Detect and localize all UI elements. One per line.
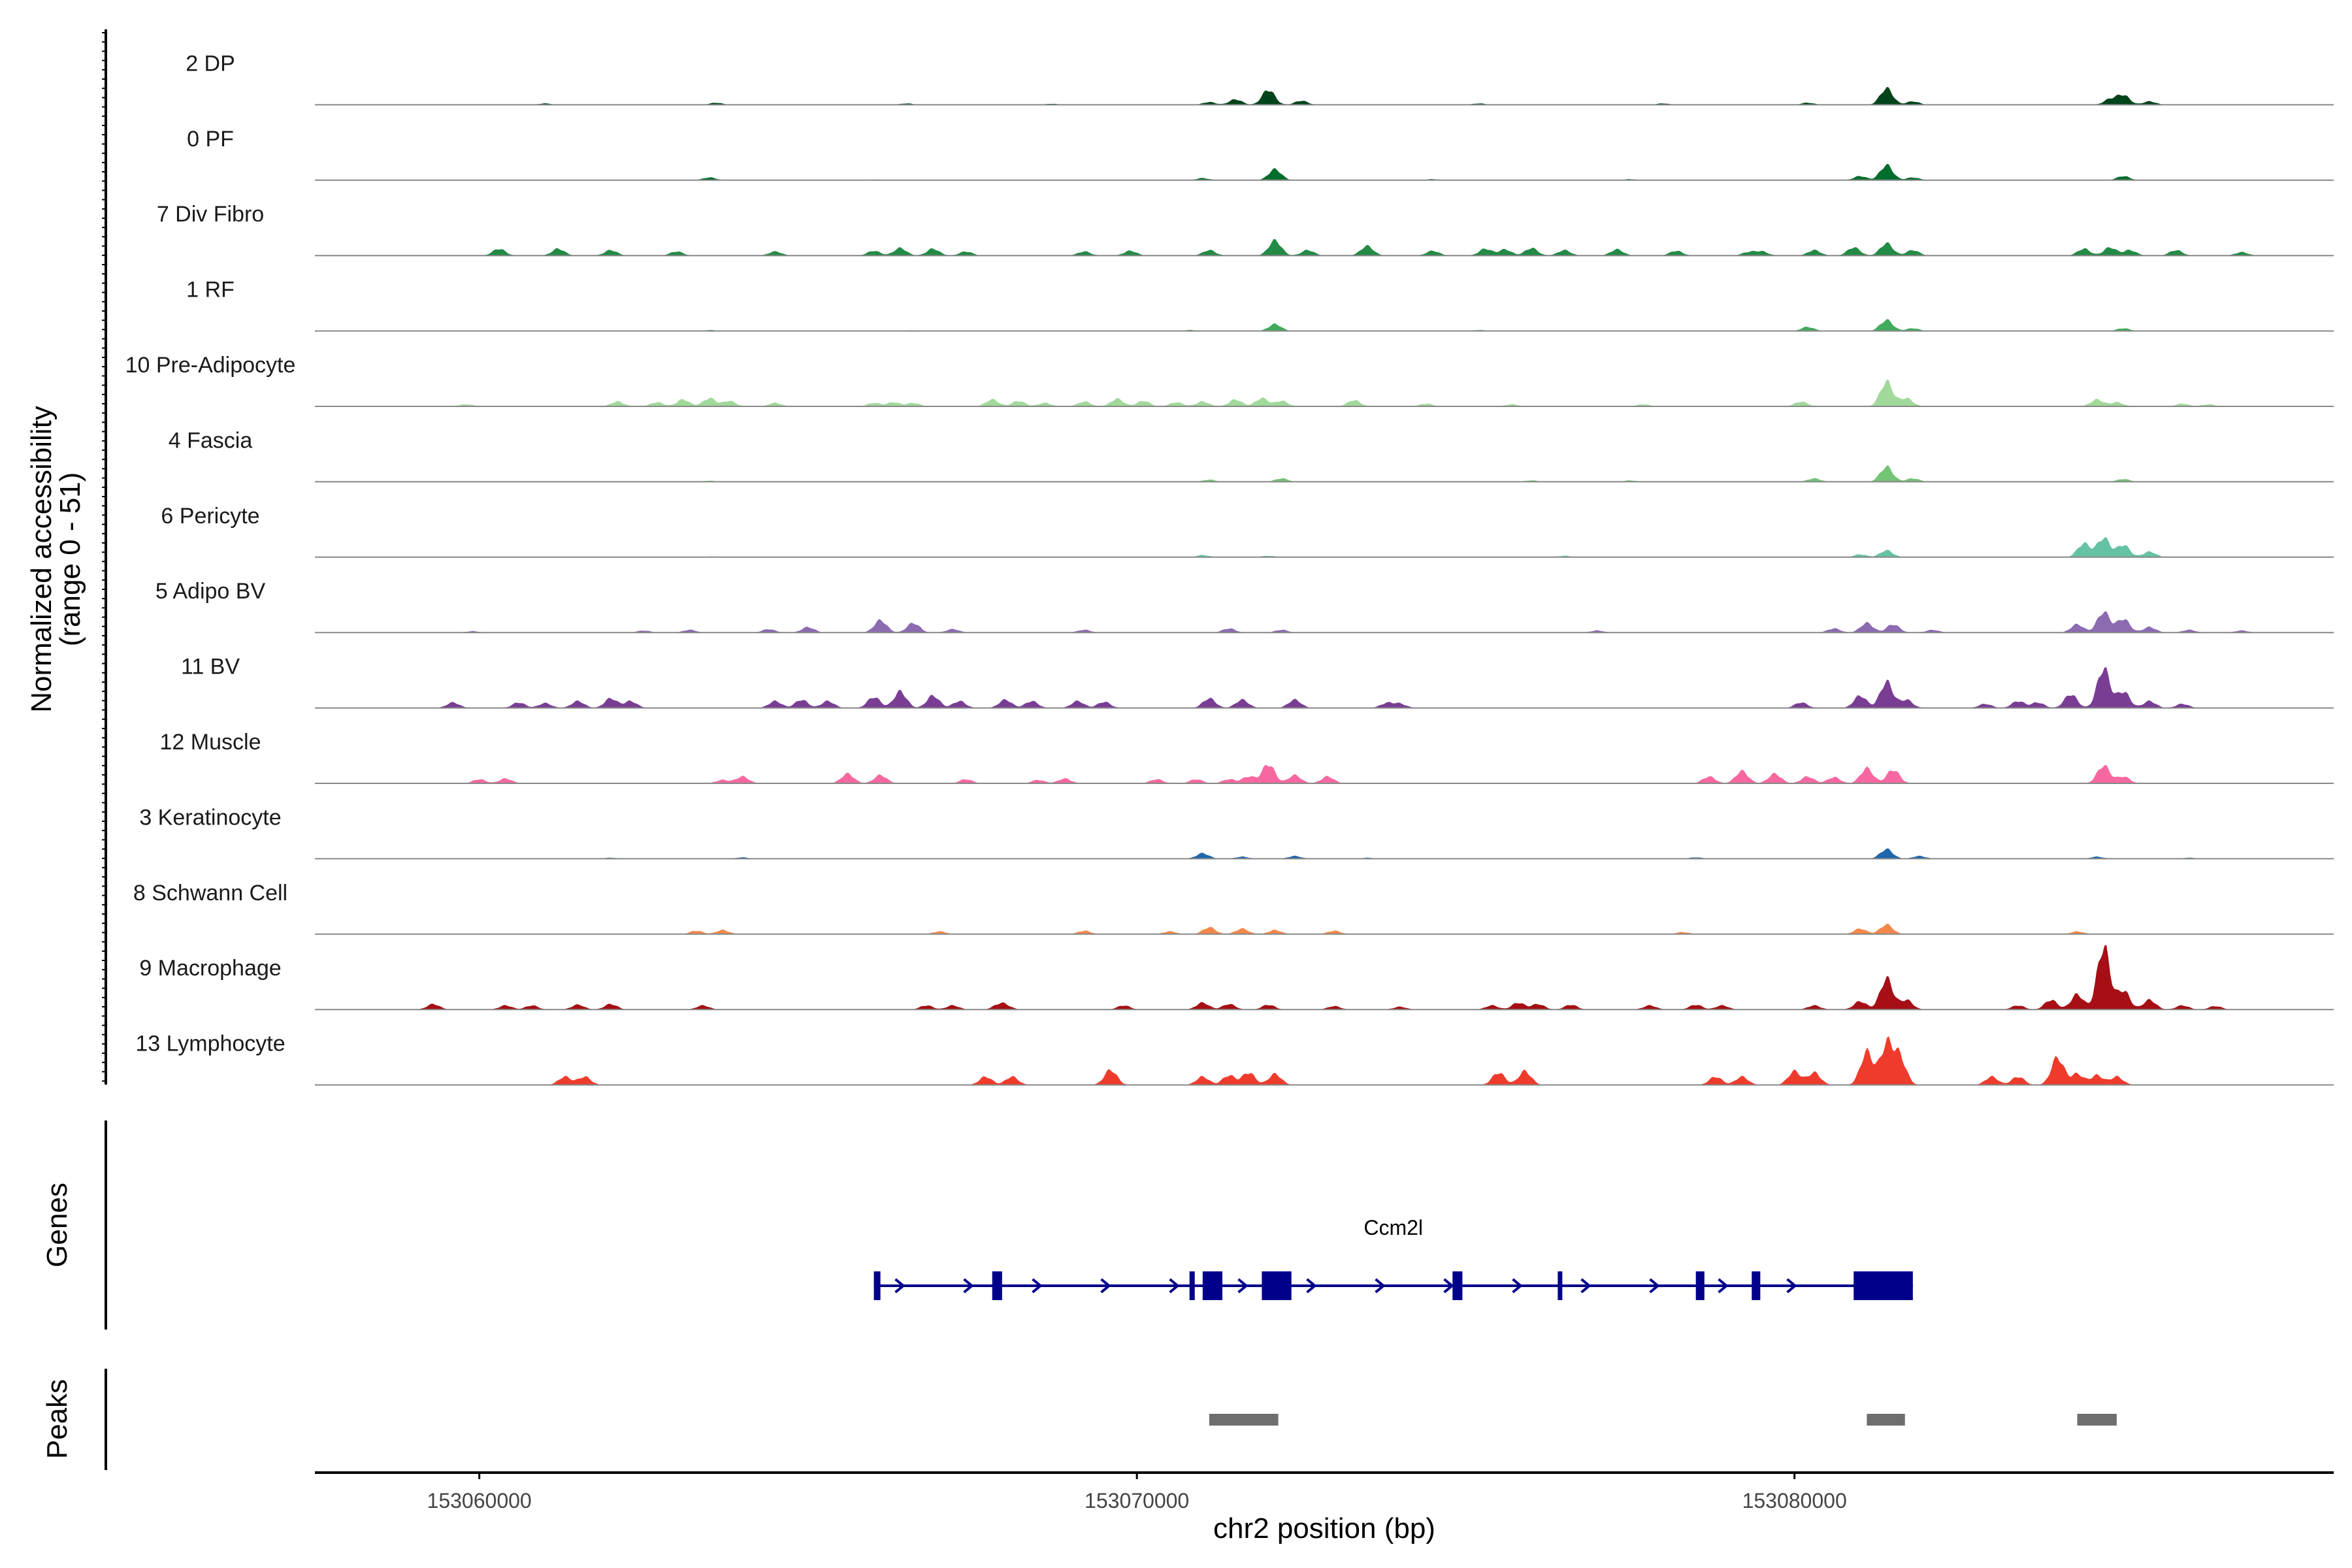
strand-arrow xyxy=(1443,1278,1454,1294)
coverage-area xyxy=(315,537,2334,557)
strand-arrow xyxy=(1375,1278,1386,1294)
strand-arrow xyxy=(1649,1278,1660,1294)
x-axis-title: chr2 position (bp) xyxy=(1213,1512,1435,1544)
track-9: 11 BV xyxy=(181,655,2334,709)
strand-arrow xyxy=(1237,1278,1249,1294)
track-7: 6 Pericyte xyxy=(161,504,2334,558)
coverage-area xyxy=(315,465,2334,482)
coverage-area xyxy=(315,764,2334,783)
track-12: 8 Schwann Cell xyxy=(133,881,2334,935)
track-6: 4 Fascia xyxy=(169,428,2334,483)
exon xyxy=(1695,1271,1705,1300)
track-label: 11 BV xyxy=(181,655,240,679)
coverage-area xyxy=(315,319,2334,331)
exon xyxy=(1262,1271,1292,1300)
strand-arrow xyxy=(1169,1278,1180,1294)
y-axis-title-line1: Normalized accessibility xyxy=(25,406,57,712)
track-label: 8 Schwann Cell xyxy=(133,881,287,906)
strand-arrow xyxy=(1580,1278,1592,1294)
exon xyxy=(1854,1271,1913,1300)
exon xyxy=(1202,1271,1222,1300)
track-label: 13 Lymphocyte xyxy=(135,1032,285,1056)
track-label: 7 Div Fibro xyxy=(157,202,264,227)
coverage-area xyxy=(315,1036,2334,1085)
track-label: 1 RF xyxy=(186,278,235,302)
strand-arrow xyxy=(1032,1278,1043,1294)
genes-track: Ccm2l xyxy=(874,1216,1913,1300)
strand-arrow xyxy=(894,1278,906,1294)
strand-arrow xyxy=(1306,1278,1317,1294)
gene-Ccm2l: Ccm2l xyxy=(874,1216,1913,1300)
track-3: 7 Div Fibro xyxy=(157,202,2334,257)
track-label: 0 PF xyxy=(187,127,234,152)
coverage-area xyxy=(315,945,2334,1010)
peaks-panel-label: Peaks xyxy=(41,1379,73,1459)
coverage-area xyxy=(315,923,2334,934)
gene-label: Ccm2l xyxy=(1364,1216,1423,1239)
track-4: 1 RF xyxy=(186,278,2334,332)
exon xyxy=(1558,1271,1563,1300)
peak-region xyxy=(2077,1414,2117,1426)
strand-arrow xyxy=(1100,1278,1111,1294)
track-label: 2 DP xyxy=(186,51,235,76)
exon xyxy=(992,1271,1002,1300)
track-label: 12 Muscle xyxy=(160,730,261,755)
exon xyxy=(1452,1271,1463,1300)
coverage-y-axis-ticks xyxy=(102,32,106,1082)
strand-arrow xyxy=(1786,1278,1797,1294)
track-8: 5 Adipo BV xyxy=(155,579,2334,634)
track-1: 2 DP xyxy=(186,51,2334,106)
track-14: 13 Lymphocyte xyxy=(135,1032,2334,1086)
genes-panel-label: Genes xyxy=(41,1183,73,1267)
x-tick-label: 153060000 xyxy=(427,1489,532,1512)
track-label: 9 Macrophage xyxy=(139,956,281,981)
track-2: 0 PF xyxy=(187,127,2334,181)
strand-arrow xyxy=(1512,1278,1523,1294)
y-axis-title-line2: (range 0 - 51) xyxy=(54,472,86,647)
track-label: 4 Fascia xyxy=(169,428,253,453)
track-label: 5 Adipo BV xyxy=(155,579,266,604)
exon xyxy=(1189,1271,1195,1300)
track-label: 6 Pericyte xyxy=(161,504,259,529)
peak-region xyxy=(1209,1414,1279,1426)
track-10: 12 Muscle xyxy=(160,730,2334,784)
track-label: 3 Keratinocyte xyxy=(139,805,281,830)
track-11: 3 Keratinocyte xyxy=(139,805,2334,860)
coverage-tracks: 2 DP 0 PF 7 Div Fibro 1 RF 10 Pre-Adipocyte 4… xyxy=(125,51,2334,1086)
x-axis-ticks: 153060000 153070000 153080000 xyxy=(427,1473,1847,1512)
strand-arrow xyxy=(1718,1278,1729,1294)
coverage-area xyxy=(315,163,2334,180)
coverage-area xyxy=(315,379,2334,406)
exon xyxy=(874,1271,881,1300)
exon xyxy=(1752,1271,1761,1300)
coverage-area xyxy=(315,611,2334,633)
coverage-y-axis xyxy=(102,29,107,1085)
coverage-area xyxy=(315,87,2334,105)
strand-arrow xyxy=(963,1278,974,1294)
track-5: 10 Pre-Adipocyte xyxy=(125,353,2334,407)
track-13: 9 Macrophage xyxy=(139,945,2334,1011)
x-tick-label: 153080000 xyxy=(1742,1489,1847,1512)
x-tick-label: 153070000 xyxy=(1085,1489,1189,1512)
coverage-area xyxy=(315,848,2334,859)
coverage-area xyxy=(315,238,2334,256)
peaks-track xyxy=(1209,1414,2117,1426)
track-label: 10 Pre-Adipocyte xyxy=(125,353,296,378)
peak-region xyxy=(1867,1414,1905,1426)
coverage-area xyxy=(315,666,2334,708)
